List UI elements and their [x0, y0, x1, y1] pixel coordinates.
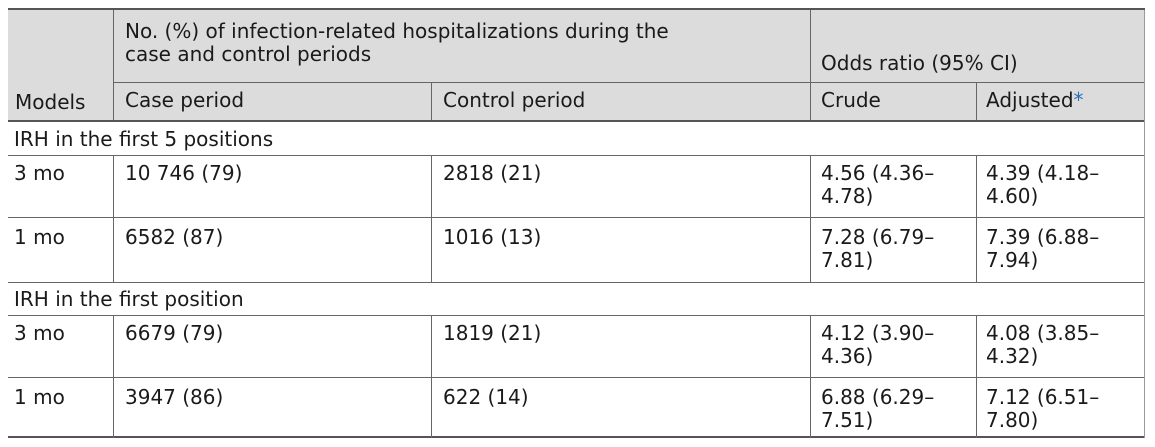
crude-value-line2: 7.51): [821, 408, 874, 432]
header-case-period-cell: Case period: [113, 82, 431, 120]
adjusted-value-line2: 7.80): [986, 408, 1039, 432]
divider: [1144, 10, 1145, 438]
table-row-case: 6679 (79): [113, 315, 431, 377]
divider: [8, 282, 1145, 283]
section-title-text: IRH in the first position: [14, 287, 244, 311]
model-label: 1 mo: [14, 225, 65, 249]
table-row-adjusted: 7.39 (6.88– 7.94): [976, 217, 1145, 282]
adjusted-value-line1: 7.12 (6.51–: [986, 385, 1100, 409]
table-row-crude: 4.12 (3.90– 4.36): [810, 315, 976, 377]
section-title: IRH in the first 5 positions: [8, 122, 1145, 155]
header-group-counts-line1: No. (%) of infection-related hospitaliza…: [125, 19, 669, 43]
header-crude-cell: Crude: [810, 82, 976, 120]
divider: [976, 82, 977, 120]
model-label: 1 mo: [14, 385, 65, 409]
adjusted-value-line1: 4.08 (3.85–: [986, 321, 1100, 345]
divider: [113, 155, 114, 282]
crude-value-line2: 7.81): [821, 248, 874, 272]
header-group-counts-line2: case and control periods: [125, 42, 372, 66]
adjusted-value-line1: 7.39 (6.88–: [986, 225, 1100, 249]
header-crude: Crude: [821, 88, 881, 112]
divider: [8, 155, 1145, 156]
case-value: 6582 (87): [125, 225, 224, 249]
divider: [810, 155, 811, 282]
divider: [976, 315, 977, 438]
case-value: 3947 (86): [125, 385, 224, 409]
divider: [976, 155, 977, 282]
divider: [431, 82, 432, 120]
divider: [8, 315, 1145, 316]
crude-value-line1: 4.56 (4.36–: [821, 161, 935, 185]
header-adjusted-cell: Adjusted*: [976, 82, 1145, 120]
divider: [810, 315, 811, 438]
header-odds-ratio: Odds ratio (95% CI): [821, 51, 1018, 75]
control-value: 622 (14): [443, 385, 529, 409]
divider: [113, 82, 1145, 83]
divider: [8, 120, 1145, 122]
case-value: 6679 (79): [125, 321, 224, 345]
header-group-odds: Odds ratio (95% CI): [810, 10, 1145, 82]
crude-value-line1: 7.28 (6.79–: [821, 225, 935, 249]
adjusted-value-line2: 7.94): [986, 248, 1039, 272]
crude-value-line1: 6.88 (6.29–: [821, 385, 935, 409]
table-row-case: 3947 (86): [113, 377, 431, 438]
control-value: 1819 (21): [443, 321, 542, 345]
table-row-case: 6582 (87): [113, 217, 431, 282]
header-adjusted-footnote-mark: *: [1073, 88, 1084, 112]
divider: [431, 155, 432, 282]
case-value: 10 746 (79): [125, 161, 243, 185]
divider: [810, 10, 811, 120]
table-row-adjusted: 4.39 (4.18– 4.60): [976, 155, 1145, 217]
table-row-case: 10 746 (79): [113, 155, 431, 217]
control-value: 2818 (21): [443, 161, 542, 185]
table-row-control: 2818 (21): [431, 155, 810, 217]
table-row-crude: 7.28 (6.79– 7.81): [810, 217, 976, 282]
crude-value-line1: 4.12 (3.90–: [821, 321, 935, 345]
model-label: 3 mo: [14, 161, 65, 185]
header-models: Models: [15, 90, 86, 114]
section-title-text: IRH in the first 5 positions: [14, 127, 274, 151]
table-row-control: 622 (14): [431, 377, 810, 438]
divider: [431, 315, 432, 438]
table-row-model: 1 mo: [8, 377, 113, 438]
control-value: 1016 (13): [443, 225, 542, 249]
header-group-counts: No. (%) of infection-related hospitaliza…: [113, 10, 810, 82]
crude-value-line2: 4.78): [821, 184, 874, 208]
table-row-model: 3 mo: [8, 315, 113, 377]
data-table: Models No. (%) of infection-related hosp…: [8, 8, 1145, 438]
header-adjusted: Adjusted: [986, 88, 1074, 112]
table-row-control: 1819 (21): [431, 315, 810, 377]
table-row-adjusted: 4.08 (3.85– 4.32): [976, 315, 1145, 377]
divider: [113, 315, 114, 438]
table-row-model: 3 mo: [8, 155, 113, 217]
adjusted-value-line2: 4.60): [986, 184, 1039, 208]
adjusted-value-line1: 4.39 (4.18–: [986, 161, 1100, 185]
crude-value-line2: 4.36): [821, 344, 874, 368]
divider: [8, 377, 1145, 378]
adjusted-value-line2: 4.32): [986, 344, 1039, 368]
header-control-period-cell: Control period: [431, 82, 810, 120]
table-row-crude: 4.56 (4.36– 4.78): [810, 155, 976, 217]
header-case-period: Case period: [125, 88, 245, 112]
header-models-cell: Models: [8, 10, 113, 120]
divider: [113, 10, 114, 120]
table-row-control: 1016 (13): [431, 217, 810, 282]
section-title: IRH in the first position: [8, 282, 1145, 315]
table-row-model: 1 mo: [8, 217, 113, 282]
table-row-adjusted: 7.12 (6.51– 7.80): [976, 377, 1145, 438]
header-control-period: Control period: [443, 88, 586, 112]
model-label: 3 mo: [14, 321, 65, 345]
divider: [8, 217, 1145, 218]
table-row-crude: 6.88 (6.29– 7.51): [810, 377, 976, 438]
